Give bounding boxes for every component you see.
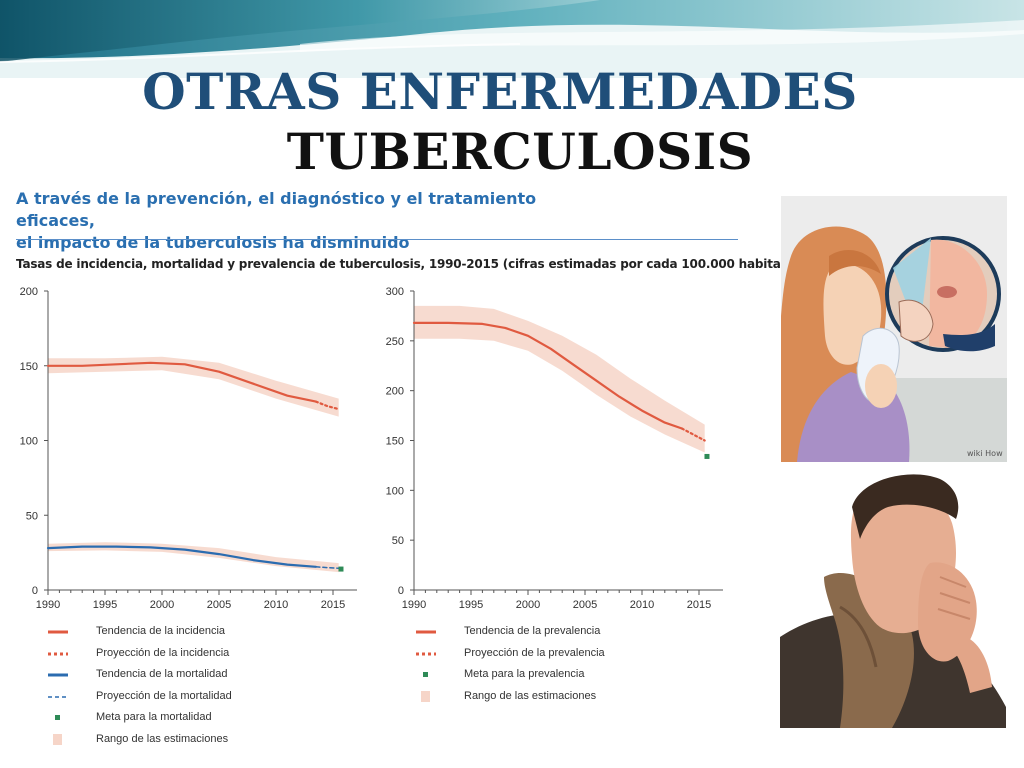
prevalence-chart: 0 50 100 150 200 250 300 1990 1995 2000 2005 2010 20… [386,286,723,611]
estimate-range-band [48,356,339,417]
x-tick-label: 2000 [150,599,174,611]
legend-item: Rango de las estimaciones [408,686,605,708]
legend-solid-red-symbol [416,630,436,634]
goal-marker [704,453,710,459]
y-tick-label: 0 [32,585,38,597]
series-line [315,566,340,570]
y-tick-label: 0 [398,585,404,597]
legend-item: Tendencia de la mortalidad [40,664,232,686]
legend-item: Rango de las estimaciones [40,729,232,751]
legend-green-square-symbol [423,672,428,678]
incidence-mortality-chart: 0 50 100 150 200 1990 1995 2000 2005 2010 2015 [20,286,357,611]
legend-right: Tendencia de la prevalencia Proyección d… [408,621,605,707]
headline-line-2: el impacto de la tuberculosis ha disminu… [16,233,410,252]
legend-item: Proyección de la incidencia [40,643,232,665]
legend-range-swatch-symbol [53,733,62,745]
legend-label: Rango de las estimaciones [96,732,229,745]
figure-title: Tasas de incidencia, mortalidad y preval… [16,257,815,271]
woman-coughing-illustration: wiki How [781,196,1007,462]
legend-range-swatch-symbol [421,690,430,702]
legend-item: Tendencia de la prevalencia [408,621,605,643]
legend-solid-blue-symbol [48,673,68,677]
y-tick-label: 150 [20,361,38,373]
headline-divider [16,239,738,240]
x-tick-label: 2015 [687,599,711,611]
legend-left: Tendencia de la incidencia Proyección de… [40,621,232,751]
legend-label: Proyección de la prevalencia [464,646,605,659]
y-tick-label: 250 [386,336,404,348]
legend-item: Meta para la mortalidad [40,707,232,729]
x-tick-label: 1995 [93,599,117,611]
legend-label: Meta para la mortalidad [96,711,212,724]
x-tick-label: 2005 [207,599,231,611]
series-line [46,545,317,568]
x-tick-label: 2010 [630,599,654,611]
series-line [46,361,317,403]
estimate-range-band [414,305,705,453]
legend-label: Rango de las estimaciones [464,689,597,702]
legend-label: Proyección de la mortalidad [96,689,232,702]
man-coughing-photo [780,467,1006,728]
series-line [314,400,340,411]
legend-solid-red-symbol [48,630,68,634]
legend-label: Tendencia de la prevalencia [464,625,601,637]
x-tick-label: 1990 [36,599,60,611]
legend-label: Proyección de la incidencia [96,646,230,659]
goal-marker [338,566,344,572]
legend-item: Proyección de la prevalencia [408,643,605,665]
slide-subtitle: TUBERCULOSIS [286,122,754,181]
legend-item: Proyección de la mortalidad [40,686,232,708]
legend-green-square-symbol [55,715,60,721]
headline-line-1: A través de la prevención, el diagnóstic… [16,189,537,230]
x-tick-label: 1990 [402,599,426,611]
y-tick-label: 300 [386,286,404,298]
series-line [412,321,683,430]
slide-title: OTRAS ENFERMEDADES [142,62,858,121]
y-tick-label: 150 [386,436,404,448]
legend-label: Tendencia de la mortalidad [96,668,228,681]
legend-item: Meta para la prevalencia [408,664,605,686]
series-line [680,427,706,442]
y-tick-label: 200 [20,286,38,298]
x-tick-label: 2015 [321,599,345,611]
legend-item: Tendencia de la incidencia [40,621,232,643]
y-tick-label: 100 [20,436,38,448]
legend-label: Meta para la prevalencia [464,668,585,681]
x-tick-label: 1995 [459,599,483,611]
figure-headline: A través de la prevención, el diagnóstic… [16,188,576,254]
y-tick-label: 50 [26,510,38,522]
x-tick-label: 2010 [264,599,288,611]
y-tick-label: 200 [386,386,404,398]
y-tick-label: 100 [386,485,404,497]
legend-dotted-red-symbol [416,652,436,656]
legend-label: Tendencia de la incidencia [96,625,226,637]
legend-dotted-red-symbol [48,652,68,656]
y-tick-label: 50 [392,535,404,547]
estimate-range-band [48,542,339,573]
x-tick-label: 2005 [573,599,597,611]
x-tick-label: 2000 [516,599,540,611]
header-wave-banner [0,0,1024,78]
watermark-text: wiki How [967,449,1003,458]
legend-dashed-blue-symbol [48,696,68,698]
